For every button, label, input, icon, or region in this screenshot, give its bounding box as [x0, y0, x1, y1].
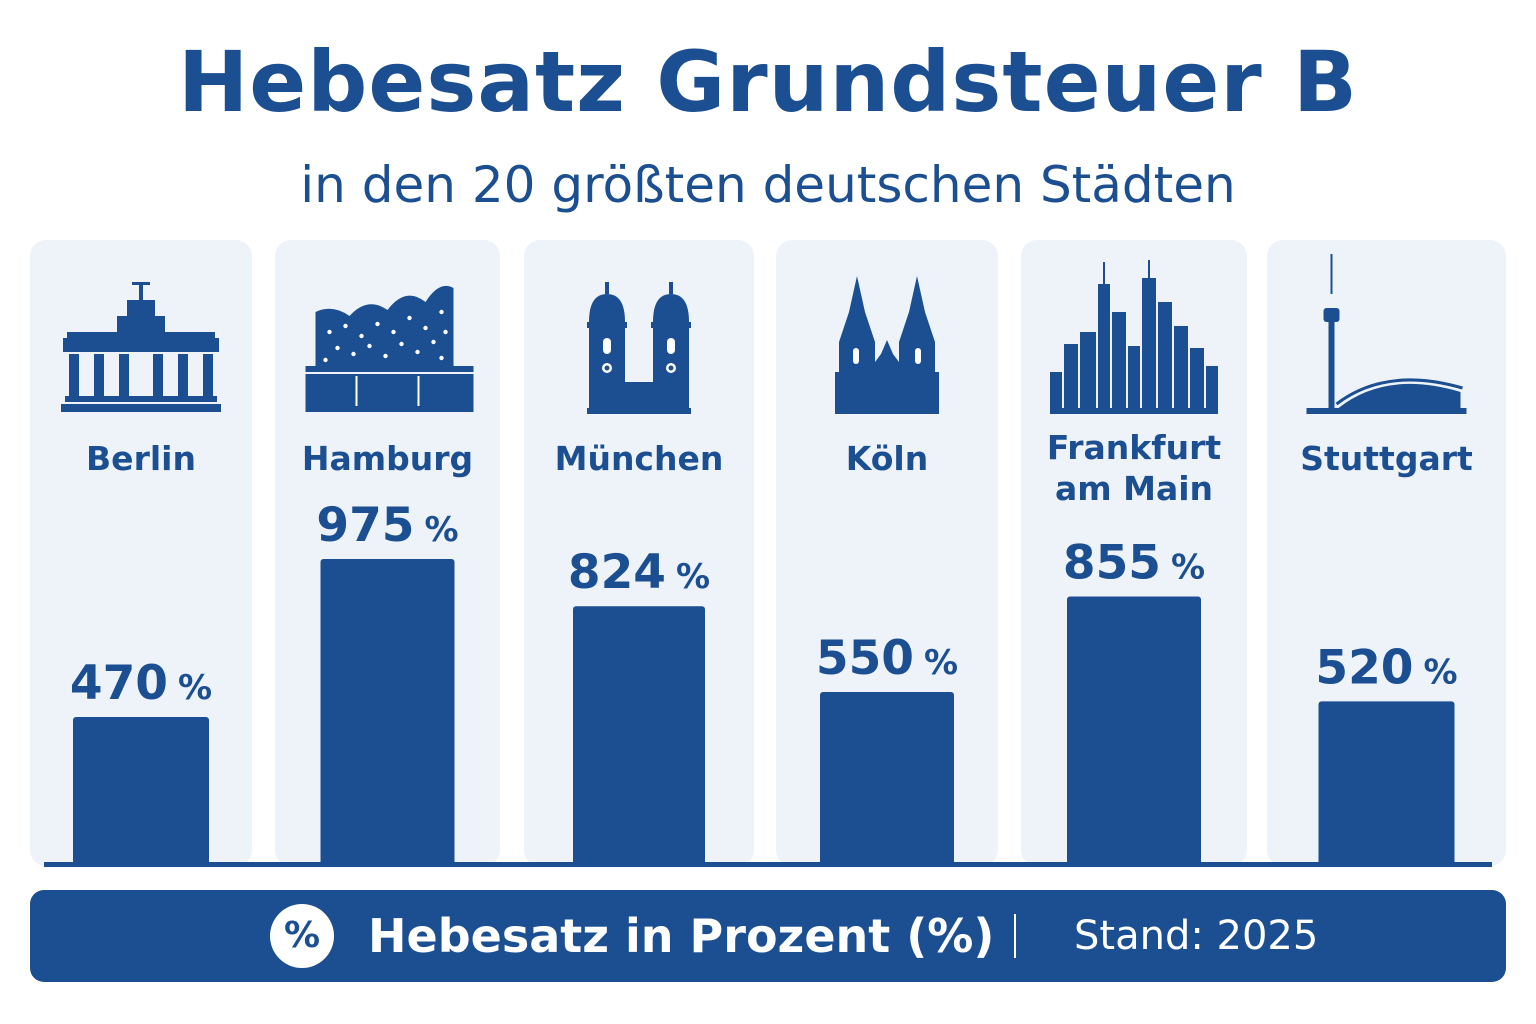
category-label-hamburg: Hamburg — [302, 439, 473, 478]
category-label-köln: Köln — [846, 439, 928, 478]
value-label-köln: 550% — [816, 631, 958, 686]
category-label-münchen: München — [555, 439, 724, 478]
category-label-stuttgart: Stuttgart — [1300, 439, 1473, 478]
chart-subtitle: in den 20 größten deutschen Städten — [300, 156, 1236, 214]
bar-münchen — [573, 606, 705, 866]
legend-footer: % Hebesatz in Prozent (%) Stand: 2025 — [30, 890, 1506, 982]
bar-hamburg — [320, 559, 455, 866]
chart-title: Hebesatz Grundsteuer B — [177, 33, 1359, 131]
category-label-berlin: Berlin — [86, 439, 196, 478]
bar-stuttgart — [1318, 701, 1455, 866]
value-label-frankfurt-am-main: 855% — [1063, 536, 1205, 591]
bar-berlin — [73, 716, 209, 866]
value-label-hamburg: 975% — [316, 498, 458, 553]
percent-icon: % — [270, 904, 334, 968]
baseline — [44, 862, 1492, 867]
value-label-münchen: 824% — [568, 545, 710, 600]
bar-frankfurt-am-main — [1067, 596, 1201, 866]
category-label-frankfurt-am-main: Frankfurt am Main — [1047, 428, 1222, 508]
bar-köln — [820, 691, 954, 866]
legend-label: Hebesatz in Prozent (%) — [368, 909, 995, 963]
stand-date: Stand: 2025 — [1074, 913, 1319, 959]
footer-divider — [1014, 914, 1016, 958]
value-label-berlin: 470% — [70, 656, 212, 711]
value-label-stuttgart: 520% — [1315, 640, 1457, 695]
